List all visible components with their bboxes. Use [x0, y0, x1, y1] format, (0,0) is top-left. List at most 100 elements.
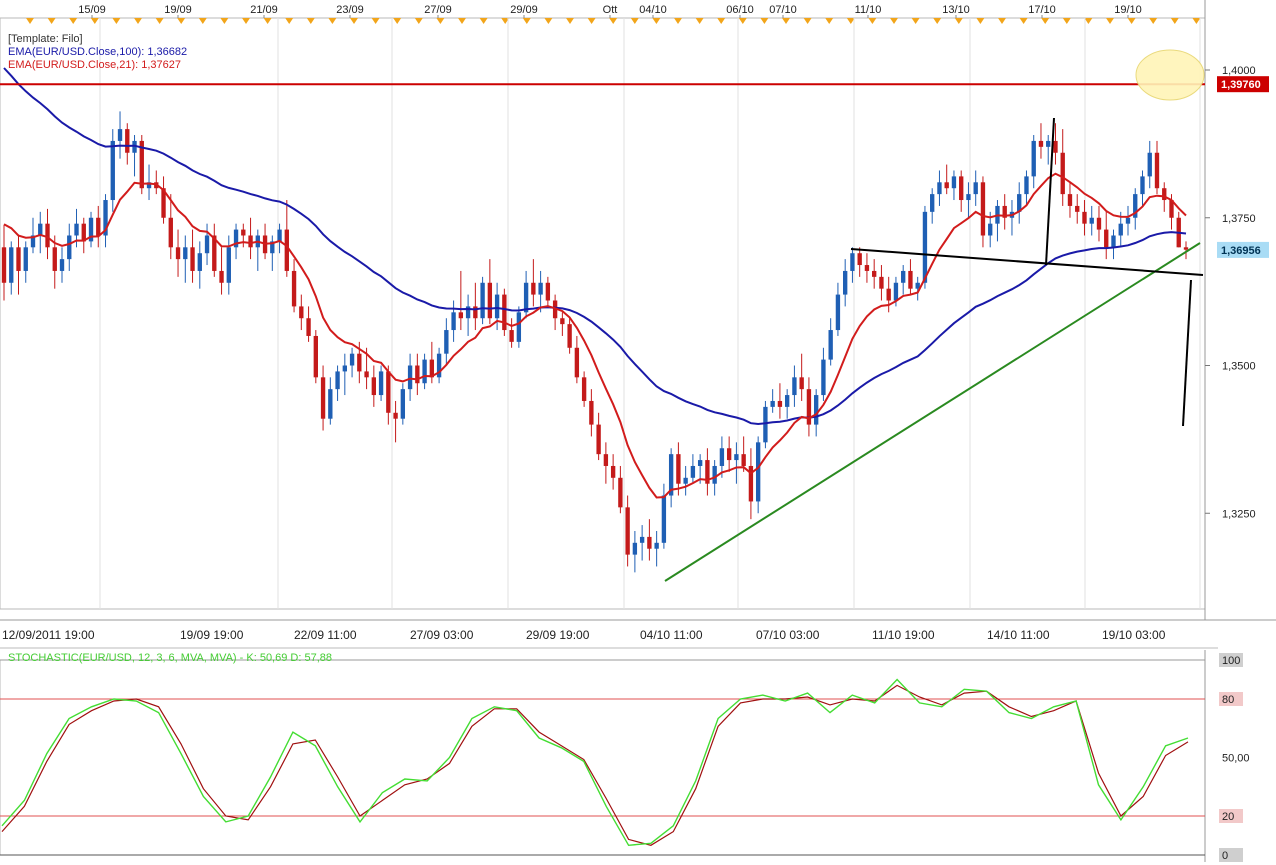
candle-body [1002, 205, 1007, 218]
time-tick-label: 27/09 03:00 [410, 628, 474, 642]
candle-body [1162, 188, 1167, 201]
candle-body [531, 282, 536, 295]
candle-body [719, 448, 725, 466]
candle-body [654, 542, 659, 549]
current-price-badge [1217, 241, 1269, 258]
top-date-label: 13/10 [942, 4, 970, 16]
candle-body [480, 282, 485, 319]
event-marker-icon [1041, 18, 1050, 24]
event-marker-icon [414, 18, 423, 24]
candle-body [930, 194, 935, 212]
candle-body [712, 465, 717, 484]
stochastic-k-line [1, 678, 1189, 847]
event-marker-icon [954, 18, 963, 24]
candle-body [59, 259, 65, 271]
candle-body [1053, 140, 1058, 153]
stochastic-legend: STOCHASTIC(EUR/USD, 12, 3, 6, MVA, MVA) … [8, 652, 332, 664]
candle-body [313, 335, 318, 378]
candle-body [799, 377, 804, 390]
candle-body [538, 282, 543, 295]
candle-body [915, 282, 920, 289]
event-marker-icon [1127, 18, 1136, 24]
candle-body [959, 176, 964, 201]
candle-body [473, 306, 478, 319]
event-marker-icon [890, 18, 898, 24]
event-marker-icon [479, 18, 488, 24]
candle-body [886, 288, 891, 301]
candle-body [843, 270, 848, 295]
candle-body [103, 200, 108, 236]
top-date-label: 11/10 [855, 4, 882, 16]
candle-body [197, 253, 202, 271]
ema21-legend: EMA(EUR/USD.Close,21): 1,37627 [8, 59, 182, 71]
candle-body [567, 324, 572, 348]
candle-body [589, 400, 594, 425]
event-marker-icon [112, 18, 121, 24]
candle-body [668, 454, 674, 496]
stochastic-y-tick-label: 50,00 [1222, 753, 1250, 765]
candle-body [1147, 152, 1152, 177]
top-date-label: 21/09 [250, 4, 278, 16]
candle-body [516, 312, 522, 342]
candle-body [1096, 217, 1102, 230]
candle-body [502, 294, 507, 331]
top-date-label: 07/10 [769, 4, 797, 16]
top-date-label: 27/09 [424, 4, 452, 16]
neckline [850, 248, 1204, 276]
candle-body [291, 270, 297, 307]
candle-body [168, 217, 173, 248]
event-marker-icon [1170, 18, 1179, 24]
event-marker-icon [674, 18, 682, 24]
candle-body [1, 247, 7, 283]
candle-body [233, 229, 239, 248]
candle-body [146, 182, 152, 189]
time-tick-label: 19/10 03:00 [1102, 628, 1166, 642]
event-marker-icon [177, 18, 186, 24]
candle-body [806, 389, 812, 425]
price-plot-area [0, 17, 1206, 610]
candle-body [872, 270, 877, 277]
candle-body [755, 442, 761, 502]
candle-body [30, 235, 36, 248]
stochastic-y-badge [1219, 848, 1243, 862]
candle-body [944, 182, 949, 189]
candle-body [226, 247, 231, 283]
candle-body [632, 542, 638, 555]
stochastic-y-tick-label: 20 [1222, 811, 1234, 823]
candle-body [277, 229, 282, 242]
candle-body [52, 247, 57, 271]
top-date-label: 19/10 [1114, 4, 1142, 16]
candle-body [777, 400, 783, 407]
candle-body [67, 235, 72, 260]
candle-body [639, 536, 645, 543]
candle-body [690, 465, 696, 478]
candle-body [813, 395, 819, 425]
candle-body [850, 253, 855, 271]
candle-body [1024, 176, 1029, 195]
candle-body [770, 400, 775, 407]
candle-body [1104, 229, 1109, 248]
candle-body [23, 247, 28, 271]
event-marker-icon [760, 18, 769, 24]
candle-body [386, 371, 391, 413]
ema100-legend: EMA(EUR/USD.Close,100): 1,36682 [8, 46, 188, 58]
event-marker-icon [393, 18, 402, 24]
candle-body [364, 371, 369, 378]
event-marker-icon [695, 18, 704, 24]
candle-body [835, 294, 841, 331]
event-marker-icon [652, 18, 661, 24]
time-tick-label: 19/09 19:00 [180, 628, 244, 642]
top-date-label: 29/09 [510, 4, 538, 16]
event-marker-icon [1062, 18, 1071, 24]
candle-body [741, 454, 746, 466]
price-y-tick-label: 1,3250 [1222, 508, 1256, 520]
top-date-label: 23/09 [336, 4, 364, 16]
candle-body [451, 312, 456, 331]
candle-body [1089, 217, 1094, 224]
candle-body [879, 276, 884, 289]
event-marker-icon [587, 18, 596, 24]
candle-body [38, 223, 43, 236]
candle-body [683, 477, 688, 484]
candle-body [444, 330, 449, 354]
